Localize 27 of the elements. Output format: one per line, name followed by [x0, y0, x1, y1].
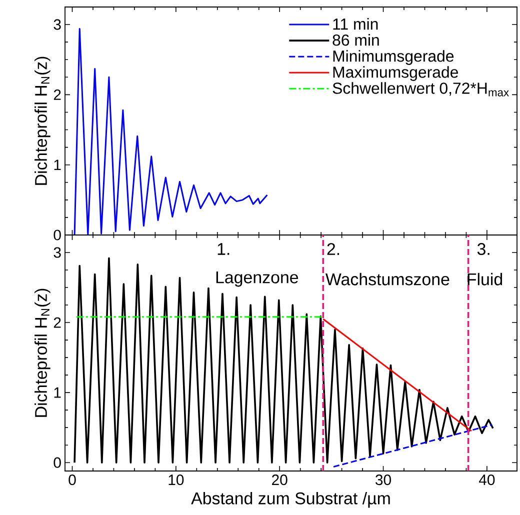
annotation: 1.	[218, 243, 230, 255]
text: Schwellenwert 0,72*H$_{max}$	[332, 82, 509, 96]
x-tick-label: 20	[272, 474, 288, 486]
x-tick-label: 10	[168, 474, 184, 486]
text: Maximumsgerade	[333, 66, 458, 81]
y-tick-label: 1	[54, 387, 61, 398]
y-tick-label: 2	[54, 317, 61, 328]
text: Minimumsgerade	[333, 50, 454, 65]
annotation: Wachstumszone	[325, 272, 450, 286]
annotation: Lagenzone	[216, 272, 298, 287]
x-tick-label: 30	[376, 474, 391, 486]
y-axis-title: Dichteprofil H$_{N}$(z)	[34, 288, 50, 417]
x-axis-title: Abstand zum Substrat /µm	[191, 492, 390, 508]
y-tick-label: 3	[54, 247, 61, 258]
y-tick-label: 2	[54, 89, 61, 100]
line-series	[74, 28, 268, 235]
y-tick-label: 0	[54, 457, 61, 468]
y-tick-label: 0	[54, 230, 61, 240]
y-axis-title: Dichteprofil H$_{N}$(z)	[34, 56, 50, 185]
legend-label: 11 min	[333, 18, 378, 30]
annotation: 3.	[477, 243, 490, 256]
x-tick-label: 0	[68, 474, 76, 486]
x-tick-label: 40	[478, 474, 495, 486]
y-tick-label: 3	[54, 19, 61, 30]
text: 86 min	[332, 34, 379, 46]
annotation: 2.	[327, 243, 340, 255]
y-tick-label: 1	[54, 160, 61, 170]
